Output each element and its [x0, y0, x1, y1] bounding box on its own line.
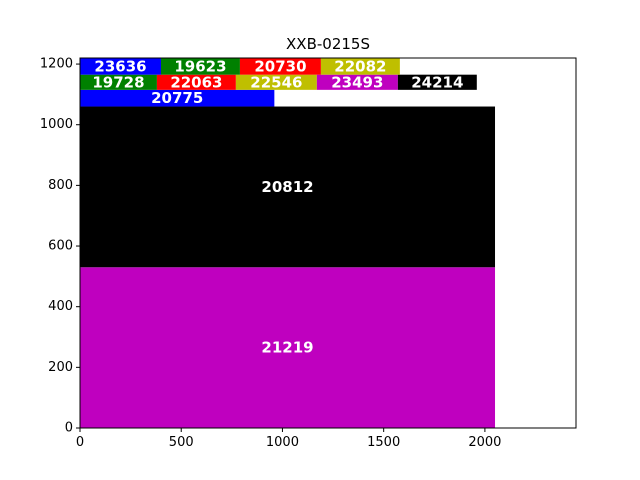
treemap-rect-label: 20730: [254, 57, 306, 75]
treemap-rect: [239, 58, 321, 75]
treemap-rect-label: 22546: [250, 73, 302, 91]
treemap-rect: [235, 74, 317, 90]
chart-title: XXB-0215S: [286, 35, 370, 53]
treemap-rect-label: 20775: [151, 89, 203, 107]
treemap-rect: [320, 58, 400, 75]
axes-layer: 0 500 1000 1500 2000 0 200 400 600 800 1000 1200: [40, 57, 577, 450]
x-tick-label: 1500: [367, 435, 400, 450]
rects-layer: 21219 20812 20775 19728 22063 22546 23493 24214…: [80, 57, 496, 428]
treemap-rect: [156, 74, 236, 90]
treemap-rect: [80, 106, 496, 268]
treemap-rect-label: 20812: [261, 178, 313, 196]
x-tick-label: 1000: [266, 435, 299, 450]
treemap-rect: [160, 58, 240, 75]
treemap-rect: [80, 89, 275, 107]
x-tick-label: 500: [169, 435, 194, 450]
y-tick-label: 0: [65, 421, 73, 436]
x-tick-label: 2000: [468, 435, 501, 450]
treemap-rect: [80, 267, 496, 428]
x-tick-label: 0: [76, 435, 84, 450]
y-tick-label: 600: [48, 239, 73, 254]
treemap-rect: [80, 74, 157, 90]
treemap-rect: [316, 74, 398, 90]
treemap-rect-label: 24214: [411, 73, 463, 91]
treemap-rect-label: 21219: [261, 339, 313, 357]
treemap-rect-label: 19728: [92, 73, 144, 91]
treemap-rect-label: 22082: [334, 57, 386, 75]
y-tick-label: 1000: [40, 117, 73, 132]
treemap-rect: [397, 74, 477, 90]
treemap-rect-label: 23493: [331, 73, 383, 91]
treemap-rect-label: 19623: [174, 57, 226, 75]
y-tick-label: 200: [48, 360, 73, 375]
y-tick-label: 1200: [40, 57, 73, 72]
treemap-rect: [80, 58, 161, 75]
y-tick-label: 800: [48, 178, 73, 193]
plot-frame: [79, 57, 577, 429]
y-tick-label: 400: [48, 299, 73, 314]
treemap-rect-label: 22063: [170, 73, 222, 91]
treemap-rect-label: 23636: [94, 57, 146, 75]
